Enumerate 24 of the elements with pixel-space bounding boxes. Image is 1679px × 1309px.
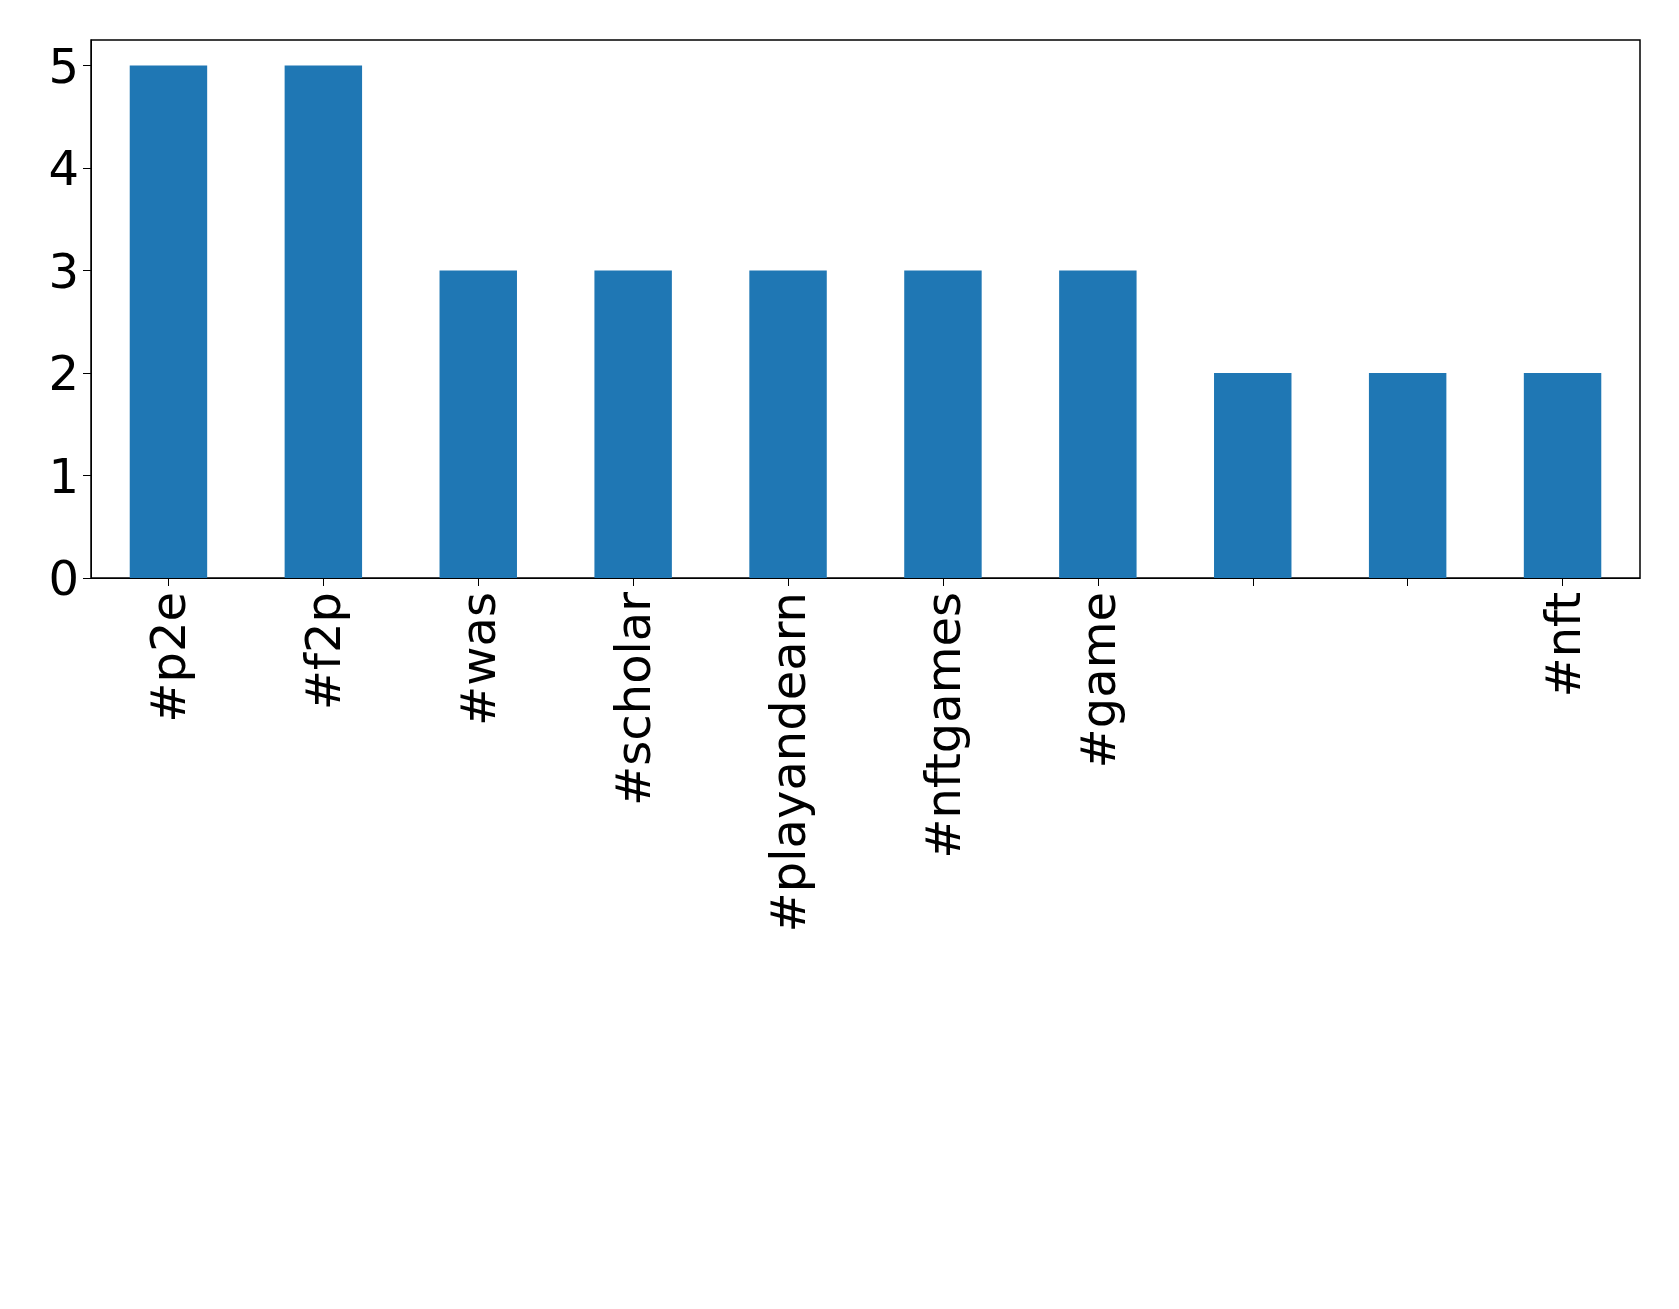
x-tick-label: #was	[450, 592, 507, 726]
x-tick-label: #nft	[1534, 592, 1591, 698]
bar	[904, 270, 982, 578]
bar	[749, 270, 827, 578]
y-tick-label: 5	[48, 37, 79, 94]
x-tick-label: #p2e	[140, 592, 197, 723]
x-tick-label: #playandearn	[760, 592, 817, 933]
x-tick-label: #game	[1069, 592, 1126, 769]
y-tick-label: 3	[48, 242, 79, 299]
bar	[1214, 373, 1292, 578]
y-tick-label: 2	[48, 345, 79, 402]
bar	[284, 65, 363, 578]
bar	[1368, 373, 1447, 578]
x-tick-label: #scholar	[605, 591, 662, 806]
x-tick-label: #f2p	[295, 592, 352, 711]
y-tick-label: 1	[48, 447, 79, 504]
bar	[594, 270, 672, 578]
bar	[129, 65, 208, 578]
bar	[439, 270, 517, 578]
x-tick-label: #nftgames	[914, 592, 971, 859]
bar	[1059, 270, 1137, 578]
y-tick-label: 4	[48, 140, 79, 197]
y-tick-label: 0	[48, 550, 79, 606]
bar	[1523, 373, 1602, 578]
